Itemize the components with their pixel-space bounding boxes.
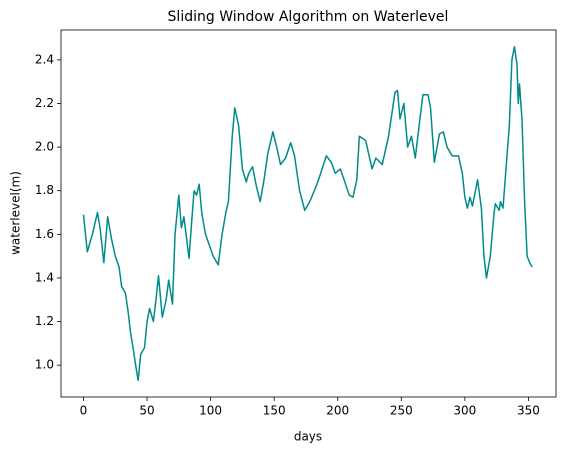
chart-title: Sliding Window Algorithm on Waterlevel [168, 9, 449, 25]
x-tick-label: 0 [80, 404, 88, 418]
x-tick-label: 350 [517, 404, 540, 418]
y-tick-label: 2.4 [35, 52, 54, 66]
x-tick-label: 300 [453, 404, 476, 418]
plot-frame [60, 29, 557, 398]
x-tick-label: 50 [139, 404, 154, 418]
y-tick-label: 1.4 [35, 270, 54, 284]
x-tick-label: 250 [390, 404, 413, 418]
y-tick-label: 1.0 [35, 358, 54, 372]
x-tick-label: 150 [263, 404, 286, 418]
y-axis-label: waterlevel(m) [9, 171, 23, 255]
x-tick-label: 200 [326, 404, 349, 418]
y-tick-label: 2.0 [35, 140, 54, 154]
y-tick-label: 1.8 [35, 183, 54, 197]
x-axis-label: days [294, 430, 322, 444]
y-tick-label: 1.2 [35, 314, 54, 328]
data-line [82, 46, 533, 382]
x-tick-label: 100 [199, 404, 222, 418]
y-tick-label: 1.6 [35, 227, 54, 241]
y-tick-label: 2.2 [35, 96, 54, 110]
